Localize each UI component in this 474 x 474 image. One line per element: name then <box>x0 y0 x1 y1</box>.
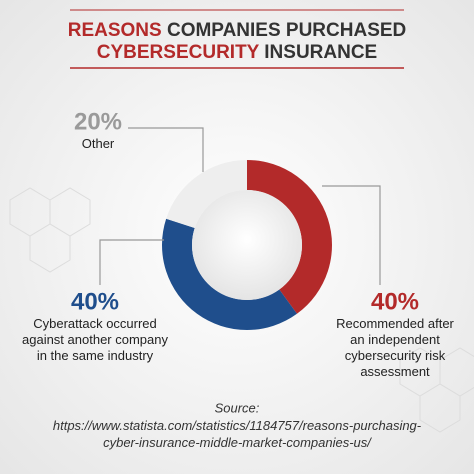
source-line: https://www.statista.com/statistics/1184… <box>53 418 422 433</box>
title-line: REASONS COMPANIES PURCHASED <box>68 20 407 41</box>
percent-label: 20% <box>74 108 122 135</box>
category-line: Cyberattack occurred <box>33 316 157 331</box>
category-line: an independent <box>350 332 440 347</box>
title-part: CYBERSECURITY <box>97 42 260 63</box>
category-line: against another company <box>22 332 168 347</box>
category-line: in the same industry <box>37 348 154 363</box>
title-part: COMPANIES PURCHASED <box>162 20 407 41</box>
hex-pattern <box>9 187 474 433</box>
category-label: Other <box>82 136 115 151</box>
category-line: Other <box>82 136 115 151</box>
donut-hole <box>192 190 302 300</box>
donut-slice <box>162 218 297 330</box>
donut-slice <box>166 160 247 229</box>
percent-label: 40% <box>371 288 419 315</box>
category-label: Recommended after an independent cybersecu… <box>336 316 454 379</box>
title-line: CYBERSECURITY INSURANCE <box>97 42 377 63</box>
source-label: Source: <box>215 400 260 415</box>
category-line: cybersecurity risk <box>345 348 446 363</box>
title-part: INSURANCE <box>259 42 377 63</box>
leader-lines <box>99 127 381 285</box>
category-label: Cyberattack occurred against another comp… <box>22 316 168 363</box>
source: https://www.statista.com/statistics/1184… <box>53 418 422 450</box>
source-url: https://www.statista.com/statistics/1184… <box>53 418 422 450</box>
labels: 40%Recommended after an independent cybers… <box>22 108 455 379</box>
category-line: Recommended after <box>336 316 454 331</box>
title: REASONS COMPANIES PURCHASEDCYBERSECURITY… <box>68 20 407 63</box>
category-line: assessment <box>360 364 430 379</box>
title-part: REASONS <box>68 20 162 41</box>
source-line: cyber-insurance-middle-market-companies-… <box>103 435 372 450</box>
donut <box>162 160 333 330</box>
percent-label: 40% <box>71 288 119 315</box>
donut-slice <box>247 160 333 314</box>
